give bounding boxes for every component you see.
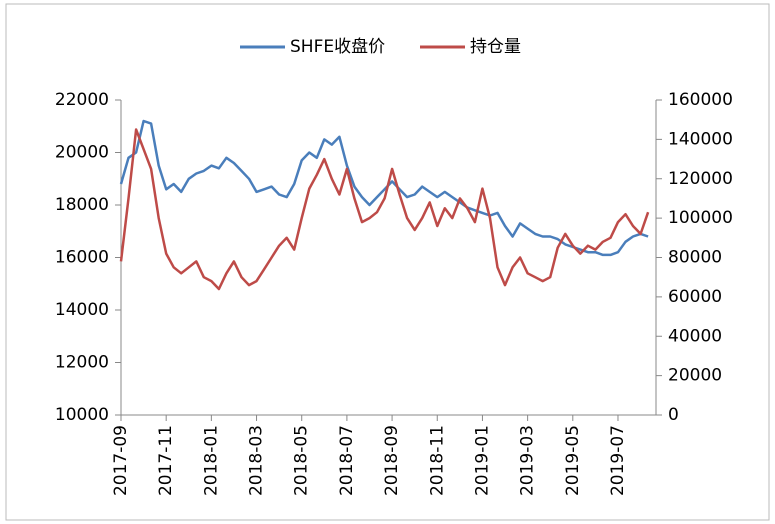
x-tick-label: 2018-05 xyxy=(292,425,312,496)
x-tick-label: 2018-01 xyxy=(201,425,221,496)
x-tick-label: 2017-09 xyxy=(111,425,131,496)
y2-tick-label: 140000 xyxy=(668,129,733,149)
x-tick-label: 2018-09 xyxy=(382,425,402,496)
x-tick-label: 2018-03 xyxy=(247,425,267,496)
legend-label: 持仓量 xyxy=(470,37,521,57)
y-tick-label: 16000 xyxy=(55,248,109,268)
y-tick-label: 12000 xyxy=(55,353,109,373)
x-tick-label: 2018-11 xyxy=(427,425,447,496)
x-tick-label: 2019-01 xyxy=(472,425,492,496)
y2-tick-label: 100000 xyxy=(668,208,733,228)
y2-tick-label: 60000 xyxy=(668,287,722,307)
y-tick-label: 18000 xyxy=(55,195,109,215)
series-line xyxy=(119,128,650,291)
x-tick-label: 2017-11 xyxy=(156,425,176,496)
x-tick-label: 2018-07 xyxy=(337,425,357,496)
legend-label: SHFE收盘价 xyxy=(290,37,385,57)
y-tick-label: 22000 xyxy=(55,90,109,110)
y2-tick-label: 20000 xyxy=(668,366,722,386)
x-tick-label: 2019-07 xyxy=(608,425,628,496)
y-tick-label: 20000 xyxy=(55,143,109,163)
y-tick-label: 10000 xyxy=(55,405,109,425)
y2-tick-label: 0 xyxy=(668,405,679,425)
y2-tick-label: 160000 xyxy=(668,90,733,110)
y2-tick-label: 40000 xyxy=(668,326,722,346)
chart-frame xyxy=(5,3,770,521)
y2-tick-label: 80000 xyxy=(668,248,722,268)
x-tick-label: 2019-03 xyxy=(518,425,538,496)
y2-tick-label: 120000 xyxy=(668,169,733,189)
x-tick-label: 2019-05 xyxy=(563,425,583,496)
y-tick-label: 14000 xyxy=(55,300,109,320)
